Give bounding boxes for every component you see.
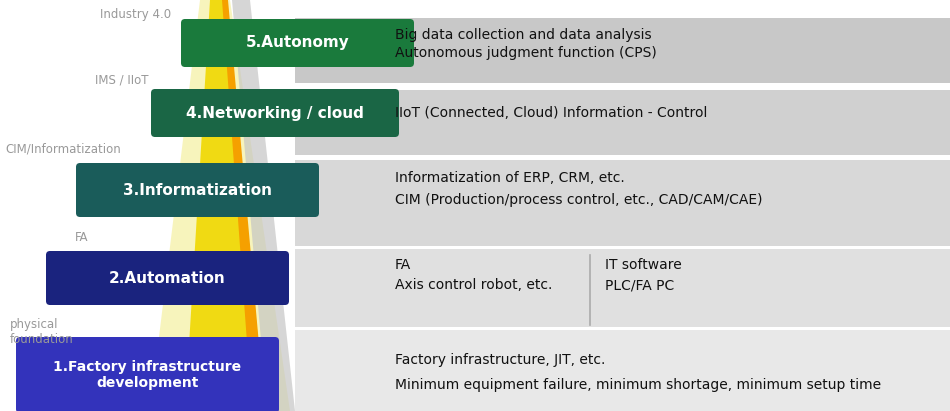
Bar bbox=[295, 249, 950, 327]
Text: IMS / IIoT: IMS / IIoT bbox=[95, 74, 148, 86]
FancyBboxPatch shape bbox=[151, 89, 399, 137]
FancyBboxPatch shape bbox=[16, 337, 279, 411]
Bar bbox=[295, 18, 950, 83]
Text: 4.Networking / cloud: 4.Networking / cloud bbox=[186, 106, 364, 120]
Text: 3.Informatization: 3.Informatization bbox=[123, 182, 272, 198]
Text: FA: FA bbox=[395, 258, 411, 272]
FancyBboxPatch shape bbox=[181, 19, 414, 67]
Polygon shape bbox=[232, 0, 295, 411]
Text: 5.Autonomy: 5.Autonomy bbox=[246, 35, 350, 51]
Text: Autonomous judgment function (CPS): Autonomous judgment function (CPS) bbox=[395, 46, 656, 60]
Text: Industry 4.0: Industry 4.0 bbox=[100, 8, 171, 21]
Text: Factory infrastructure, JIT, etc.: Factory infrastructure, JIT, etc. bbox=[395, 353, 605, 367]
Polygon shape bbox=[185, 0, 265, 411]
Text: Axis control robot, etc.: Axis control robot, etc. bbox=[395, 278, 552, 292]
Text: physical
foundation: physical foundation bbox=[10, 318, 74, 346]
Polygon shape bbox=[222, 0, 265, 411]
Text: Minimum equipment failure, minimum shortage, minimum setup time: Minimum equipment failure, minimum short… bbox=[395, 378, 882, 392]
Polygon shape bbox=[150, 0, 290, 411]
FancyBboxPatch shape bbox=[76, 163, 319, 217]
FancyBboxPatch shape bbox=[46, 251, 289, 305]
Text: IT software: IT software bbox=[605, 258, 682, 272]
Text: 2.Automation: 2.Automation bbox=[109, 270, 226, 286]
Bar bbox=[295, 330, 950, 411]
Bar bbox=[295, 160, 950, 246]
Bar bbox=[295, 90, 950, 155]
Text: IIoT (Connected, Cloud) Information - Control: IIoT (Connected, Cloud) Information - Co… bbox=[395, 106, 708, 120]
Text: Big data collection and data analysis: Big data collection and data analysis bbox=[395, 28, 652, 42]
Text: FA: FA bbox=[75, 231, 88, 243]
Text: PLC/FA PC: PLC/FA PC bbox=[605, 278, 674, 292]
Text: CIM/Informatization: CIM/Informatization bbox=[5, 143, 121, 155]
Text: CIM (Production/process control, etc., CAD/CAM/CAE): CIM (Production/process control, etc., C… bbox=[395, 193, 763, 207]
Text: Informatization of ERP, CRM, etc.: Informatization of ERP, CRM, etc. bbox=[395, 171, 625, 185]
Text: 1.Factory infrastructure
development: 1.Factory infrastructure development bbox=[53, 360, 241, 390]
